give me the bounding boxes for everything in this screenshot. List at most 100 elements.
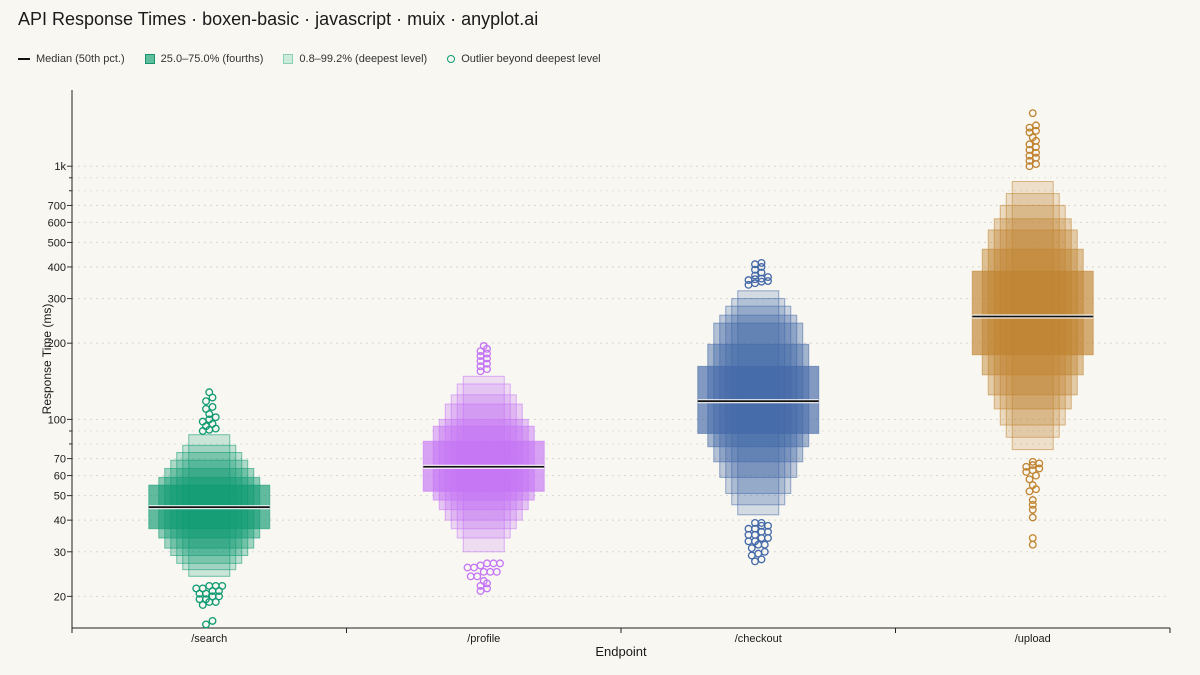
y-tick-label: 200 <box>48 338 66 350</box>
y-tick-label: 600 <box>48 217 66 229</box>
y-tick-label: 60 <box>54 471 66 483</box>
outlier-point <box>764 534 772 542</box>
outlier-point <box>483 584 491 593</box>
legend-item-median: Median (50th pct.) <box>18 53 125 65</box>
outlier-point <box>473 572 482 581</box>
outlier-point <box>764 521 772 530</box>
outlier-point <box>1028 481 1037 490</box>
outlier-point <box>1028 505 1037 514</box>
outlier-point <box>751 271 759 280</box>
outlier-point <box>1025 151 1034 160</box>
plot-area <box>148 109 1094 629</box>
outlier-point <box>744 276 753 285</box>
legend-item-outlier: Outlier beyond deepest level <box>447 53 601 65</box>
legend: Median (50th pct.) 25.0–75.0% (fourths) … <box>18 51 621 67</box>
outlier-point <box>751 524 759 533</box>
y-tick-label: 70 <box>54 454 66 466</box>
outlier-point <box>757 518 766 527</box>
outlier-point <box>202 595 210 604</box>
outlier-point <box>192 584 201 593</box>
outlier-point <box>483 359 491 368</box>
outlier-point <box>208 616 217 625</box>
outlier-point <box>476 357 485 366</box>
outlier-point <box>757 268 766 277</box>
outlier-point <box>754 549 763 558</box>
outlier-point <box>744 537 753 546</box>
outlier-point <box>1028 457 1037 466</box>
outlier-point <box>1025 475 1034 484</box>
boxen-box-level-2 <box>707 343 810 448</box>
legend-item-fourths: 25.0–75.0% (fourths) <box>144 53 264 65</box>
outlier-point <box>1028 540 1037 549</box>
outlier-point <box>202 397 210 406</box>
outlier-point <box>483 559 491 568</box>
boxen-box-level-6 <box>456 383 511 539</box>
outlier-point <box>486 567 495 576</box>
outlier-point <box>479 567 488 576</box>
outlier-point <box>1025 145 1034 154</box>
boxen-profile <box>422 342 545 595</box>
outlier-point <box>760 540 769 549</box>
y-tick-label: 50 <box>54 491 66 503</box>
boxen-box-level-3 <box>987 229 1078 396</box>
outlier-point <box>1025 140 1034 149</box>
outlier-point <box>1032 126 1040 135</box>
outlier-point <box>476 561 485 570</box>
legend-fourths-label: 25.0–75.0% (fourths) <box>160 53 264 65</box>
outlier-point <box>205 388 214 397</box>
legend-outlier-swatch <box>447 55 456 63</box>
outlier-point <box>215 592 223 601</box>
x-tick-label: /profile <box>467 633 500 645</box>
outlier-point <box>751 265 759 274</box>
outlier-point <box>198 584 207 593</box>
outlier-point <box>1032 148 1040 157</box>
outlier-point <box>198 600 207 609</box>
outlier-point <box>747 544 756 553</box>
outlier-point <box>483 365 491 374</box>
outlier-point <box>202 404 210 413</box>
outlier-point <box>757 258 766 267</box>
boxen-box-level-2 <box>981 248 1084 376</box>
boxen-box-level-4 <box>444 403 523 521</box>
outlier-point <box>1028 534 1037 542</box>
boxen-box-level-1 <box>971 270 1094 356</box>
legend-deepest-label: 0.8–99.2% (deepest level) <box>299 53 428 65</box>
outlier-point <box>476 362 485 371</box>
outlier-point <box>483 349 491 358</box>
x-tick-label: /checkout <box>735 633 782 645</box>
outlier-point <box>479 577 488 585</box>
y-tick-label: 30 <box>54 547 66 559</box>
outlier-point <box>476 352 485 360</box>
y-tick-label: 1k <box>54 161 66 173</box>
outlier-point <box>211 413 220 422</box>
y-tick-label: 300 <box>48 294 66 306</box>
outlier-point <box>1028 496 1037 505</box>
outlier-point <box>470 563 478 572</box>
outlier-point <box>483 354 491 363</box>
outlier-point <box>211 581 220 590</box>
outlier-point <box>1025 123 1034 132</box>
legend-median-label: Median (50th pct.) <box>36 53 125 65</box>
y-axis-title: Response Time (ms) <box>40 304 54 415</box>
outlier-point <box>764 277 772 285</box>
outlier-point <box>466 572 475 581</box>
boxen-upload <box>971 109 1094 549</box>
outlier-point <box>463 563 472 572</box>
y-tick-label: 20 <box>54 591 66 603</box>
boxen-checkout <box>697 258 820 566</box>
outlier-point <box>747 551 756 560</box>
outlier-point <box>211 424 220 433</box>
outlier-point <box>1028 500 1037 509</box>
outlier-point <box>1032 121 1040 130</box>
outlier-point <box>757 534 766 542</box>
chart-title: API Response Times · boxen-basic · javas… <box>18 9 539 29</box>
y-tick-label: 40 <box>54 515 66 527</box>
outlier-point <box>757 263 766 271</box>
boxen-box-level-2 <box>432 425 535 501</box>
outlier-point <box>1035 464 1044 473</box>
outlier-point <box>1028 109 1037 118</box>
outlier-point <box>198 417 207 426</box>
outlier-point <box>208 402 217 411</box>
outlier-point <box>764 273 772 281</box>
